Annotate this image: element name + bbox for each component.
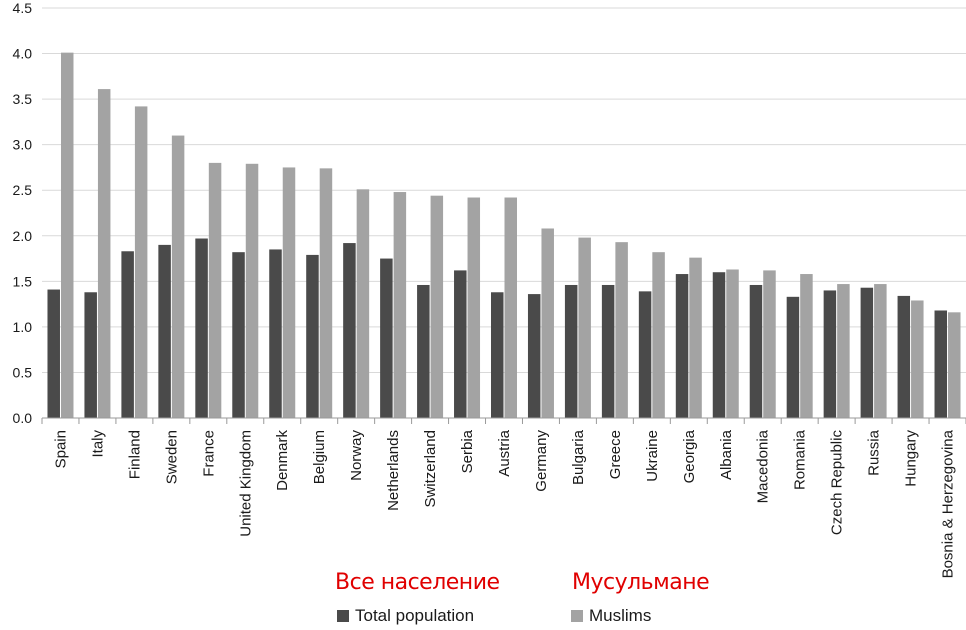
bar-muslims	[467, 197, 481, 418]
bar-total-population	[454, 270, 467, 418]
bar-total-population	[380, 258, 393, 418]
bar-total-population	[897, 295, 911, 418]
bar-muslims	[948, 312, 961, 418]
annotation-total-population: Все население	[335, 570, 500, 595]
x-category-label: Spain	[52, 430, 69, 468]
bar-total-population	[47, 289, 60, 418]
y-tick-label: 3.0	[13, 137, 33, 153]
x-axis-category-labels: Spain Italy Finland Sweden France United King…	[52, 429, 956, 578]
x-axis-tick-marks	[41, 418, 966, 424]
bar-total-population	[786, 296, 800, 418]
bar-muslims	[208, 162, 222, 418]
bar-muslims	[97, 89, 111, 418]
legend-label-muslims: Muslims	[589, 606, 652, 625]
bar-muslims	[356, 189, 370, 418]
bar-total-population	[158, 244, 171, 418]
x-category-label: Hungary	[903, 430, 920, 487]
legend-item-muslims: Muslims	[571, 606, 651, 626]
y-tick-label: 2.0	[13, 228, 33, 244]
bar-total-population	[84, 292, 97, 418]
bar-total-population	[195, 238, 208, 418]
x-category-label: Greece	[607, 430, 624, 479]
x-category-label: Serbia	[459, 429, 476, 473]
bar-total-population	[934, 310, 948, 418]
x-category-label: Czech Republic	[829, 430, 846, 536]
bar-muslims	[60, 52, 74, 419]
x-category-label: Romania	[792, 429, 809, 490]
bar-total-population	[491, 292, 504, 418]
x-category-label: Switzerland	[422, 430, 439, 508]
bar-muslims	[615, 242, 628, 418]
y-tick-label: 2.5	[13, 182, 33, 198]
bar-total-population	[638, 291, 652, 418]
bar-total-population	[712, 272, 726, 418]
x-category-label: Norway	[348, 430, 365, 481]
x-category-label: Netherlands	[385, 430, 402, 511]
y-tick-label: 4.5	[13, 0, 33, 16]
x-category-label: Sweden	[163, 430, 180, 484]
bar-muslims	[430, 195, 444, 418]
y-tick-label: 3.5	[13, 91, 33, 107]
x-category-label: Denmark	[274, 430, 291, 491]
bars	[47, 52, 961, 419]
x-category-label: Germany	[533, 430, 550, 492]
bar-muslims	[319, 168, 333, 418]
y-tick-label: 0.5	[13, 364, 33, 380]
x-category-label: Bulgaria	[570, 429, 587, 485]
x-category-label: Georgia	[681, 429, 698, 483]
bar-muslims	[245, 163, 259, 418]
x-category-label: Austria	[496, 429, 513, 476]
bar-muslims	[393, 192, 407, 418]
bar-total-population	[564, 284, 578, 418]
bar-muslims	[689, 257, 702, 418]
bar-muslims	[504, 197, 517, 418]
x-category-label: Ukraine	[644, 430, 661, 482]
bar-muslims	[541, 228, 554, 418]
bar-muslims	[171, 135, 185, 419]
bar-total-population	[417, 284, 430, 418]
legend-item-total-population: Total population	[337, 606, 474, 626]
bar-muslims	[282, 167, 296, 418]
bar-total-population	[232, 252, 245, 418]
legend-label-total-population: Total population	[355, 606, 475, 625]
y-tick-label: 4.0	[13, 46, 33, 62]
bar-total-population	[601, 284, 615, 418]
y-axis-tick-labels: 0.0 0.5 1.0 1.5 2.0 2.5 3.0 3.5 4.0 4.5	[13, 0, 33, 426]
x-category-label: Russia	[866, 429, 883, 476]
x-category-label: Belgium	[311, 430, 328, 484]
bar-total-population	[860, 287, 874, 418]
x-category-label: Albania	[718, 429, 735, 480]
bar-muslims	[134, 106, 148, 419]
legend-swatch-muslims	[571, 610, 583, 622]
x-category-label: Macedonia	[755, 429, 772, 503]
bar-muslims	[763, 270, 776, 418]
x-category-label: Bosnia & Herzegovina	[940, 429, 957, 578]
y-tick-label: 1.5	[13, 273, 33, 289]
bar-total-population	[675, 274, 689, 418]
bar-muslims	[874, 284, 887, 418]
y-tick-label: 1.0	[13, 319, 33, 335]
y-tick-label: 0.0	[13, 410, 33, 426]
annotation-muslims: Мусульмане	[572, 570, 710, 595]
bar-total-population	[343, 243, 356, 418]
legend-swatch-total-population	[337, 610, 349, 622]
bar-total-population	[269, 249, 282, 418]
x-category-label: Finland	[126, 430, 143, 479]
bar-total-population	[306, 254, 319, 418]
bar-muslims	[578, 237, 591, 418]
bar-total-population	[749, 284, 763, 418]
bar-muslims	[837, 284, 850, 418]
bar-total-population	[121, 251, 134, 418]
bar-total-population	[527, 294, 541, 418]
x-category-label: United Kingdom	[237, 430, 254, 537]
bar-muslims	[800, 274, 813, 418]
x-category-label: France	[200, 430, 217, 477]
bar-total-population	[823, 290, 837, 418]
bar-muslims	[652, 252, 665, 418]
bar-muslims	[911, 300, 924, 418]
x-category-label: Italy	[89, 430, 106, 458]
bar-muslims	[726, 269, 739, 418]
